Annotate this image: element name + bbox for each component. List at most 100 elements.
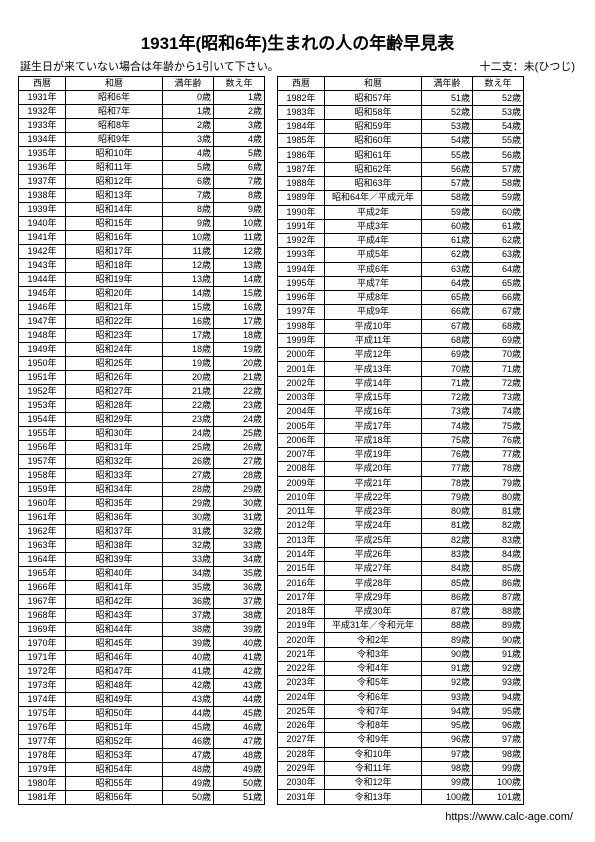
cell-seireki: 2009年	[278, 476, 325, 490]
table-row: 2016年平成28年85歳86歳	[278, 576, 524, 590]
table-row: 2011年平成23年80歳81歳	[278, 505, 524, 519]
cell-seireki: 1984年	[278, 119, 325, 133]
cell-kazoe: 28歳	[214, 469, 265, 483]
cell-kazoe: 78歳	[473, 462, 524, 476]
cell-wareki: 昭和49年	[66, 693, 163, 707]
table-row: 2015年平成27年84歳85歳	[278, 562, 524, 576]
cell-kazoe: 17歳	[214, 315, 265, 329]
col-kazoe: 数え年	[473, 77, 524, 91]
cell-wareki: 昭和13年	[66, 189, 163, 203]
cell-kazoe: 100歳	[473, 776, 524, 790]
table-row: 1933年昭和8年2歳3歳	[19, 119, 265, 133]
cell-kazoe: 30歳	[214, 497, 265, 511]
table-row: 1964年昭和39年33歳34歳	[19, 553, 265, 567]
cell-mannen: 17歳	[163, 329, 214, 343]
cell-kazoe: 32歳	[214, 525, 265, 539]
cell-kazoe: 63歳	[473, 248, 524, 262]
cell-kazoe: 9歳	[214, 203, 265, 217]
cell-kazoe: 59歳	[473, 191, 524, 205]
cell-kazoe: 26歳	[214, 441, 265, 455]
cell-kazoe: 65歳	[473, 276, 524, 290]
cell-seireki: 2030年	[278, 776, 325, 790]
table-row: 1999年平成11年68歳69歳	[278, 333, 524, 347]
cell-seireki: 2004年	[278, 405, 325, 419]
table-row: 2017年平成29年86歳87歳	[278, 590, 524, 604]
cell-mannen: 64歳	[422, 276, 473, 290]
cell-seireki: 1994年	[278, 262, 325, 276]
cell-wareki: 昭和40年	[66, 567, 163, 581]
col-mannen: 満年齢	[422, 77, 473, 91]
cell-mannen: 74歳	[422, 419, 473, 433]
table-row: 1961年昭和36年30歳31歳	[19, 511, 265, 525]
cell-seireki: 2008年	[278, 462, 325, 476]
cell-mannen: 30歳	[163, 511, 214, 525]
cell-mannen: 25歳	[163, 441, 214, 455]
cell-wareki: 令和8年	[325, 719, 422, 733]
cell-kazoe: 101歳	[473, 790, 524, 805]
cell-mannen: 34歳	[163, 567, 214, 581]
table-row: 1939年昭和14年8歳9歳	[19, 203, 265, 217]
cell-kazoe: 24歳	[214, 413, 265, 427]
cell-kazoe: 23歳	[214, 399, 265, 413]
col-kazoe: 数え年	[214, 77, 265, 91]
cell-mannen: 31歳	[163, 525, 214, 539]
footer-url: https://www.calc-age.com/	[18, 811, 577, 823]
cell-kazoe: 29歳	[214, 483, 265, 497]
table-row: 1944年昭和19年13歳14歳	[19, 273, 265, 287]
table-row: 1993年平成5年62歳63歳	[278, 248, 524, 262]
cell-kazoe: 36歳	[214, 581, 265, 595]
cell-wareki: 平成29年	[325, 590, 422, 604]
cell-seireki: 1963年	[19, 539, 66, 553]
cell-mannen: 91歳	[422, 662, 473, 676]
cell-kazoe: 88歳	[473, 604, 524, 618]
cell-seireki: 1941年	[19, 231, 66, 245]
table-row: 1969年昭和44年38歳39歳	[19, 623, 265, 637]
cell-mannen: 1歳	[163, 105, 214, 119]
cell-wareki: 昭和9年	[66, 133, 163, 147]
cell-wareki: 昭和52年	[66, 735, 163, 749]
cell-seireki: 2022年	[278, 662, 325, 676]
cell-wareki: 令和4年	[325, 662, 422, 676]
table-row: 1982年昭和57年51歳52歳	[278, 91, 524, 105]
cell-kazoe: 92歳	[473, 662, 524, 676]
cell-mannen: 70歳	[422, 362, 473, 376]
cell-kazoe: 74歳	[473, 405, 524, 419]
cell-seireki: 1996年	[278, 291, 325, 305]
cell-kazoe: 35歳	[214, 567, 265, 581]
table-row: 1937年昭和12年6歳7歳	[19, 175, 265, 189]
cell-seireki: 1970年	[19, 637, 66, 651]
cell-kazoe: 12歳	[214, 245, 265, 259]
age-table-right: 西暦 和暦 満年齢 数え年 1982年昭和57年51歳52歳1983年昭和58年…	[277, 76, 524, 805]
table-row: 1945年昭和20年14歳15歳	[19, 287, 265, 301]
cell-seireki: 1983年	[278, 105, 325, 119]
cell-kazoe: 46歳	[214, 721, 265, 735]
table-row: 2005年平成17年74歳75歳	[278, 419, 524, 433]
cell-kazoe: 69歳	[473, 333, 524, 347]
cell-seireki: 1952年	[19, 385, 66, 399]
cell-wareki: 昭和61年	[325, 148, 422, 162]
cell-mannen: 29歳	[163, 497, 214, 511]
cell-seireki: 1933年	[19, 119, 66, 133]
table-row: 2019年平成31年／令和元年88歳89歳	[278, 619, 524, 633]
cell-seireki: 1938年	[19, 189, 66, 203]
cell-mannen: 96歳	[422, 733, 473, 747]
cell-kazoe: 99歳	[473, 761, 524, 775]
table-row: 2031年令和13年100歳101歳	[278, 790, 524, 805]
cell-mannen: 44歳	[163, 707, 214, 721]
table-row: 2009年平成21年78歳79歳	[278, 476, 524, 490]
cell-kazoe: 5歳	[214, 147, 265, 161]
cell-seireki: 2016年	[278, 576, 325, 590]
cell-mannen: 58歳	[422, 191, 473, 205]
cell-wareki: 昭和44年	[66, 623, 163, 637]
cell-mannen: 80歳	[422, 505, 473, 519]
cell-kazoe: 31歳	[214, 511, 265, 525]
cell-seireki: 1951年	[19, 371, 66, 385]
table-row: 2003年平成15年72歳73歳	[278, 390, 524, 404]
cell-mannen: 56歳	[422, 162, 473, 176]
cell-wareki: 平成19年	[325, 448, 422, 462]
cell-mannen: 84歳	[422, 562, 473, 576]
cell-wareki: 平成26年	[325, 547, 422, 561]
cell-mannen: 53歳	[422, 119, 473, 133]
cell-wareki: 昭和41年	[66, 581, 163, 595]
cell-kazoe: 4歳	[214, 133, 265, 147]
